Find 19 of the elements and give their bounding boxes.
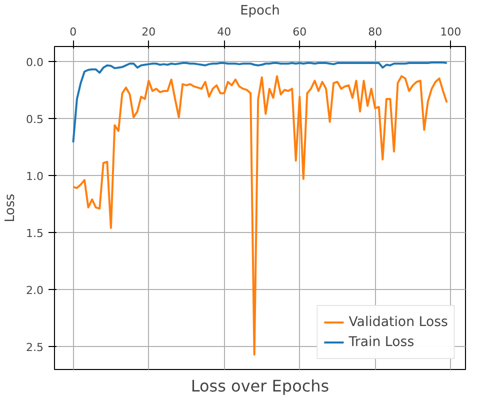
y-axis-title: Loss xyxy=(3,194,18,222)
legend-label: Validation Loss xyxy=(348,314,448,330)
x-tick-label: 100 xyxy=(440,26,462,38)
y-tick-label: 2.0 xyxy=(26,284,44,298)
text: Loss over Epochs xyxy=(190,376,330,396)
x-tick-label: 60 xyxy=(292,26,307,38)
x-tick-label: 0 xyxy=(70,26,77,38)
line-series xyxy=(72,61,448,144)
line-series xyxy=(72,75,448,356)
x-tick-label: 80 xyxy=(368,26,382,38)
y-tick-label: 0.5 xyxy=(26,112,44,126)
legend-label: Train Loss xyxy=(348,334,414,350)
y-tick-label: 1.5 xyxy=(26,227,44,240)
x-tick-label: 40 xyxy=(217,26,232,38)
y-tick-label: 1.0 xyxy=(26,170,44,183)
x-axis-title: Epoch xyxy=(240,4,280,18)
y-tick-label: 0.0 xyxy=(26,56,44,69)
x-tick-label: 20 xyxy=(142,26,156,38)
y-tick-label: 2.5 xyxy=(26,341,44,354)
